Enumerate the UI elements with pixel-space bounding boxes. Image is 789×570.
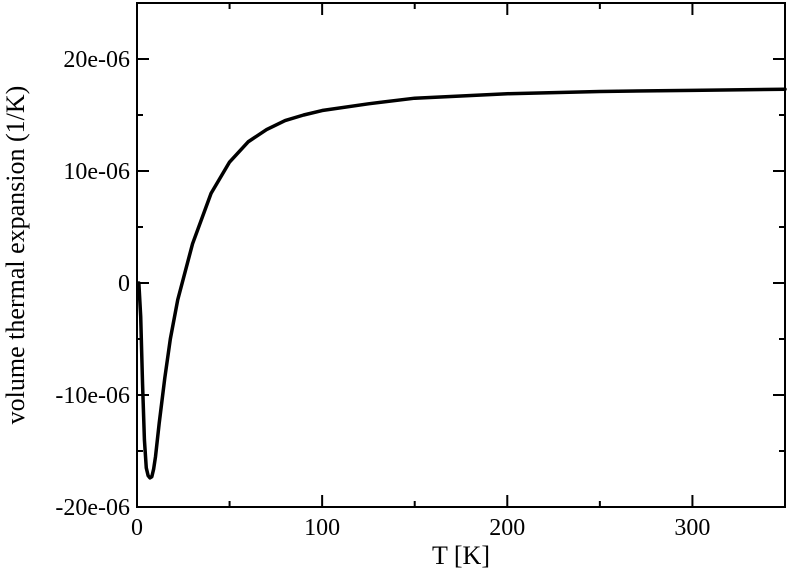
x-tick-label: 0	[131, 515, 143, 541]
y-tick-label: -10e-06	[55, 383, 130, 409]
x-axis: 0 100 200 300	[131, 3, 786, 541]
y-tick-label: 10e-06	[63, 159, 130, 185]
x-axis-title: T [K]	[432, 541, 490, 570]
y-tick-label: 0	[118, 271, 130, 297]
y-tick-label: -20e-06	[55, 495, 130, 521]
y-tick-label: 20e-06	[63, 47, 130, 73]
plot-area-frame	[136, 2, 786, 508]
series-line	[137, 87, 787, 480]
x-tick-label: 300	[674, 515, 710, 541]
series-group	[137, 87, 787, 480]
x-tick-label: 100	[304, 515, 340, 541]
x-tick-label: 200	[489, 515, 525, 541]
y-axis-title: volume thermal expansion (1/K)	[1, 86, 30, 425]
y-axis: -20e-06 -10e-06 0 10e-06 20e-06	[55, 2, 785, 521]
